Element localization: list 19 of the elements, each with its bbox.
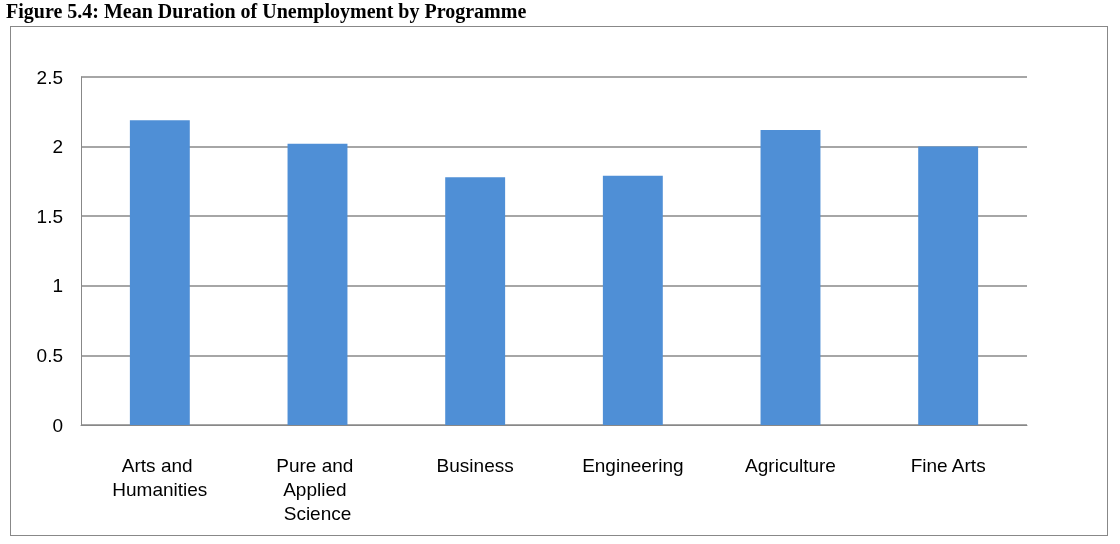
x-tick-label: Arts and Humanities (112, 454, 208, 500)
chart-title: Figure 5.4: Mean Duration of Unemployment by Programme (6, 0, 527, 23)
bar (287, 143, 348, 425)
y-tick-label: 2 (52, 136, 63, 158)
y-tick-label: 1 (52, 275, 63, 297)
y-tick-label: 0 (52, 414, 63, 436)
x-tick-label: Fine Arts (910, 454, 986, 476)
bar (445, 177, 506, 425)
y-tick-label: 1.5 (36, 205, 63, 227)
x-tick-label: Agriculture (745, 454, 836, 476)
bar (918, 146, 979, 425)
bar (129, 120, 190, 425)
x-tick-label: Engineering (582, 454, 684, 476)
bar (760, 129, 821, 425)
x-tick-label: Business (436, 454, 514, 476)
x-tick-label: Pure and Applied Science (276, 454, 359, 524)
bar (602, 175, 663, 425)
y-tick-label: 0.5 (36, 344, 63, 366)
y-tick-label: 2.5 (36, 66, 63, 88)
